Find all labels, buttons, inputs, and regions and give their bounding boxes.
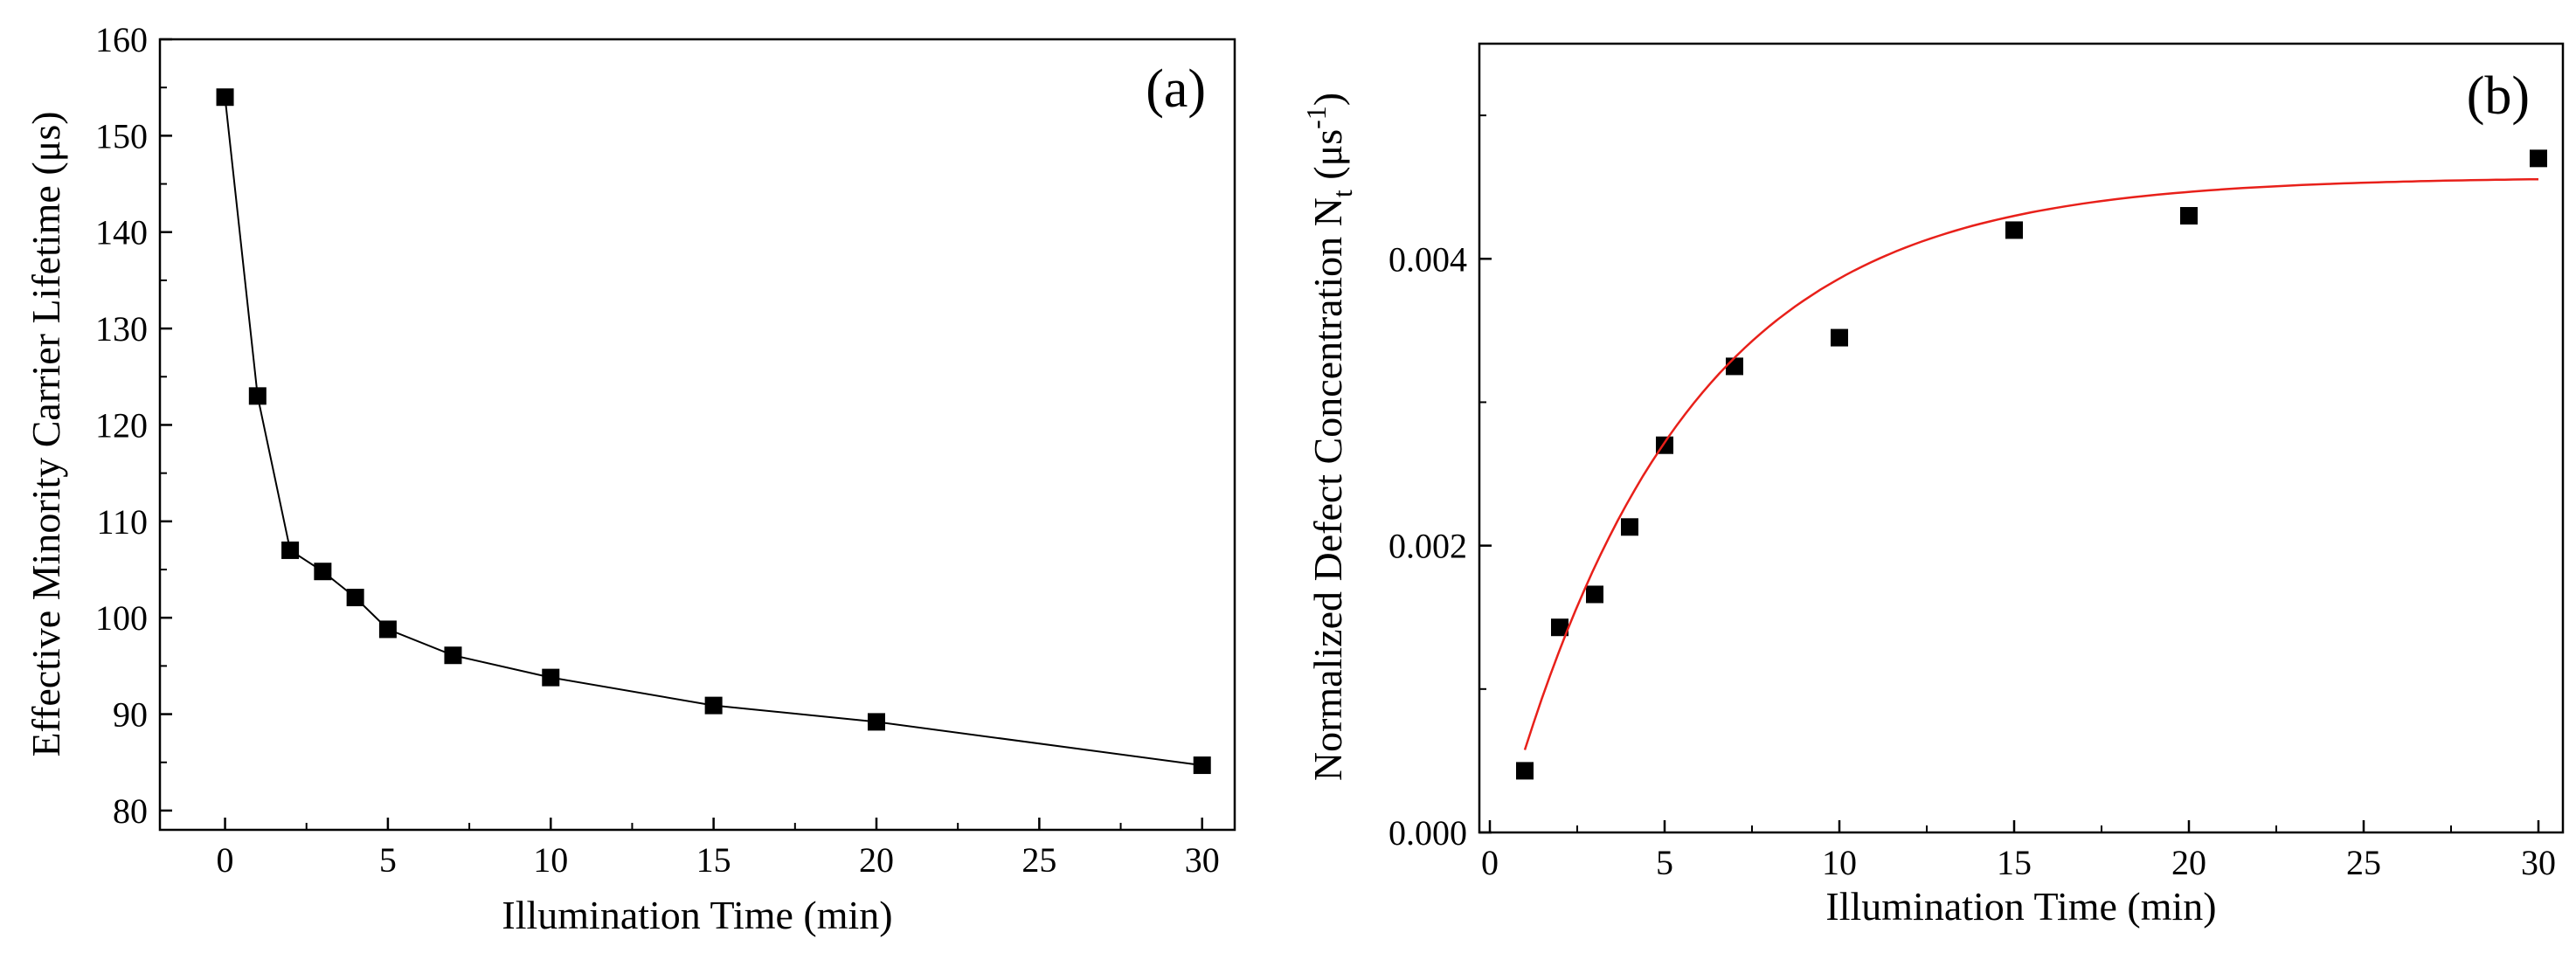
panel-a-x-tick-label: 10 <box>533 840 568 880</box>
panel-a-data-point <box>314 563 332 581</box>
panel-a-y-tick-label: 90 <box>113 695 148 735</box>
panel-b-y-label-sub: t <box>1326 190 1358 197</box>
panel-a-y-tick-label: 120 <box>95 405 148 445</box>
panel-b-x-tick-label: 25 <box>2346 843 2381 882</box>
panel-b-y-tick-label: 0.002 <box>1388 527 1467 566</box>
panel-a-data-point <box>378 620 397 639</box>
panel-b-x-tick-label: 5 <box>1656 843 1673 882</box>
panel-a-y-axis-label: Effective Minority Carrier Lifetime (μs) <box>24 111 68 756</box>
panel-a-data-point <box>216 88 234 107</box>
panel-b-data-point <box>2530 149 2547 168</box>
panel-a-x-tick-label: 25 <box>1021 840 1056 880</box>
panel-b-y-label-main: Normalized Defect Concentration N <box>1305 197 1350 781</box>
panel-a-data-point <box>248 387 267 405</box>
panel-b-fit-curve <box>1523 177 2539 750</box>
panel-b-y-tick-label: 0.004 <box>1388 239 1467 279</box>
panel-a-x-tick-label: 15 <box>696 840 731 880</box>
panel-b-chart: 0 5 10 15 20 25 30 0.000 0.002 0.004 (b) Illumina… <box>1300 42 2565 929</box>
panel-b-x-tick-label: 10 <box>1822 843 1857 882</box>
panel-a-y-tick-label: 110 <box>96 502 148 542</box>
panel-b-y-axis-label: Normalized Defect Concentration Nt (μs-1… <box>1300 93 1358 781</box>
panel-a-x-tick-label: 0 <box>217 840 234 880</box>
panel-a-data-point <box>542 668 560 687</box>
panel-a-chart: 0 5 10 15 20 25 30 80 90 100 110 120 130 140 150 160 (a… <box>24 20 1236 937</box>
panel-b-plot-frame <box>1478 42 2565 834</box>
panel-b-data-point <box>2005 221 2023 239</box>
panel-a-label: (a) <box>1146 59 1206 119</box>
panel-b-x-tick-label: 15 <box>1997 843 2032 882</box>
panel-b-x-tick-label: 0 <box>1481 843 1499 882</box>
panel-a-data-point <box>1193 756 1211 775</box>
panel-a-y-tick-label: 130 <box>95 309 148 349</box>
panel-a-data-point <box>704 696 723 715</box>
panel-a-x-tick-label: 30 <box>1185 840 1220 880</box>
panel-b-y-label-unit-open: (μs <box>1305 129 1350 190</box>
panel-b-x-tick-label: 30 <box>2521 843 2556 882</box>
panel-a-y-tick-label: 80 <box>113 791 148 831</box>
panel-a-data-point <box>444 646 462 665</box>
panel-a-y-tick-label: 140 <box>95 213 148 252</box>
panel-b-data-point <box>1516 762 1534 780</box>
panel-b-x-tick-label: 20 <box>2171 843 2206 882</box>
panel-a-plot-frame <box>158 38 1236 832</box>
panel-b-y-tick-label: 0.000 <box>1388 813 1467 853</box>
panel-b-data-point <box>1551 618 1568 637</box>
panel-a-data-point <box>346 589 364 607</box>
panel-a-x-tick-label: 20 <box>859 840 894 880</box>
panel-b-data-point <box>1831 328 1848 347</box>
panel-b-y-label-sup: -1 <box>1300 106 1332 129</box>
panel-a-x-tick-label: 5 <box>379 840 397 880</box>
panel-a-data-point <box>281 541 300 559</box>
panel-b-data-point <box>1621 518 1638 536</box>
panel-a-y-tick-label: 100 <box>95 598 148 638</box>
panel-b-y-label-unit-close: ) <box>1305 93 1350 106</box>
panel-b-data-point <box>1726 357 1743 376</box>
panel-b-x-axis-label: Illumination Time (min) <box>1825 884 2216 929</box>
panel-a-y-tick-label: 160 <box>95 20 148 59</box>
panel-a-data-point <box>868 713 885 731</box>
panel-a-x-axis-label: Illumination Time (min) <box>502 893 892 937</box>
panel-b-label: (b) <box>2467 66 2530 126</box>
panel-b-data-point <box>1586 585 1603 604</box>
panel-b-data-point <box>2180 207 2198 225</box>
panel-a-series-line <box>224 97 1202 767</box>
panel-a-y-tick-label: 150 <box>95 116 148 155</box>
